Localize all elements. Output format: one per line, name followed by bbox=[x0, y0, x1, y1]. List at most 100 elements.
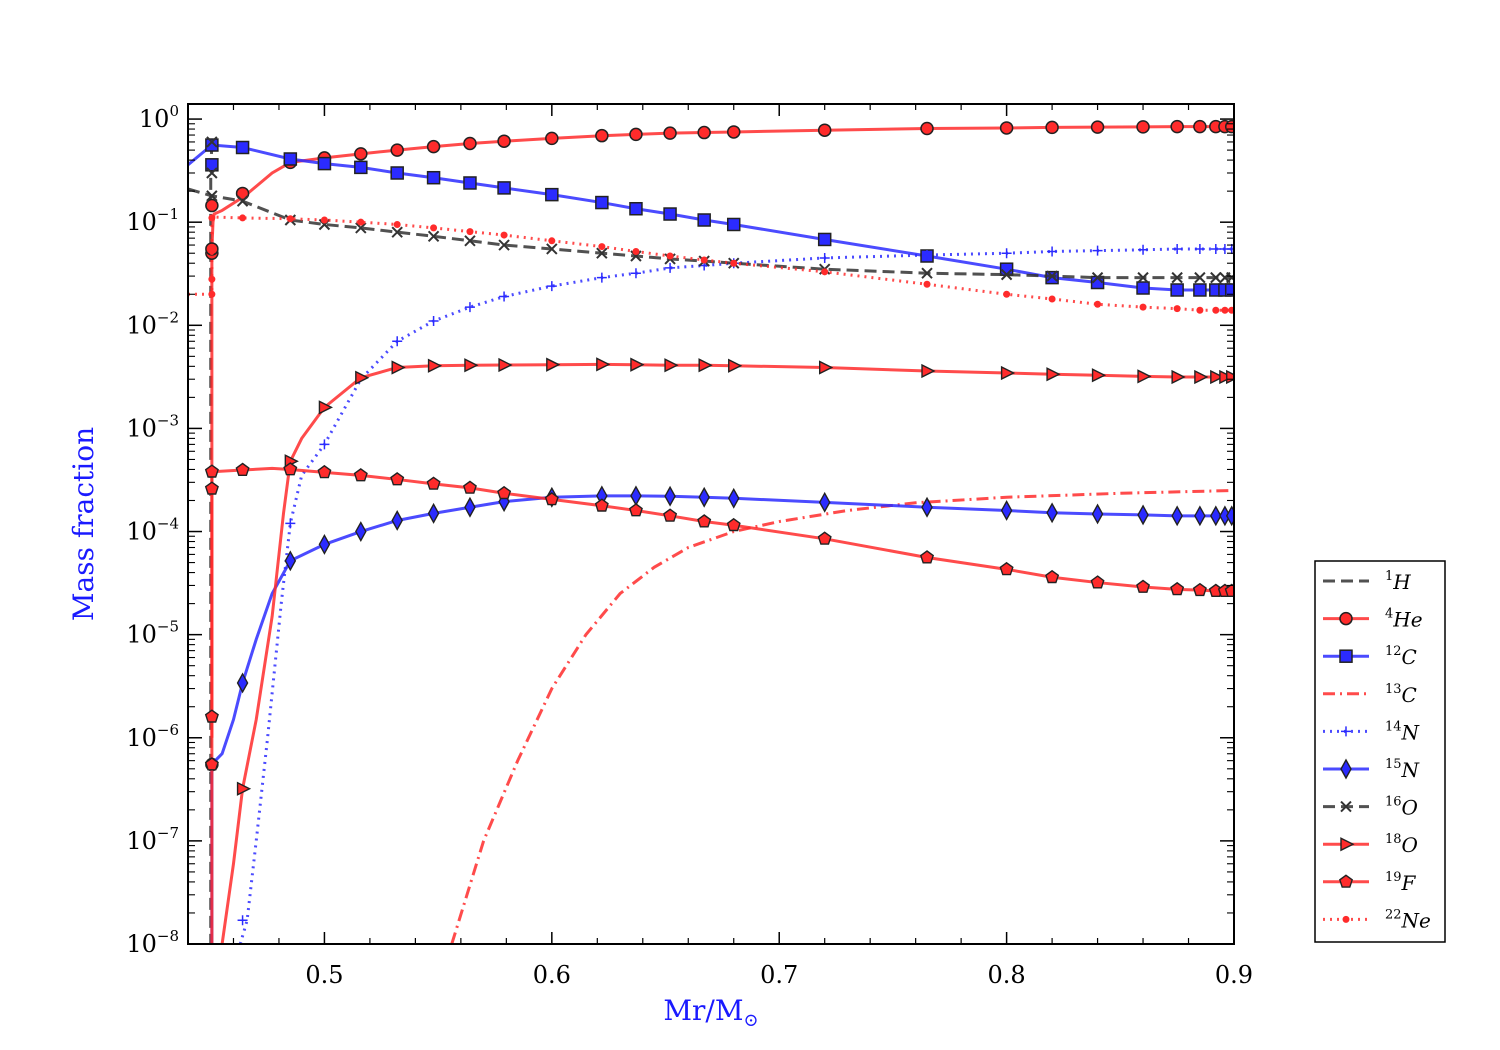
series-16-o-point bbox=[546, 243, 558, 255]
series-18-o-point bbox=[698, 358, 713, 373]
series-16-o-point bbox=[1194, 271, 1206, 284]
series-22-ne-point bbox=[239, 214, 247, 222]
legend-mass-number: 15 bbox=[1385, 757, 1402, 772]
series-12-c-point bbox=[426, 170, 441, 185]
series-14-n-point bbox=[922, 250, 933, 261]
series-14-n-point bbox=[1226, 243, 1234, 254]
series-13-c bbox=[450, 489, 1234, 944]
y-tick-base: 10 bbox=[126, 621, 157, 649]
series-19-f-point bbox=[235, 462, 250, 476]
series-16-o-point bbox=[1046, 270, 1058, 282]
legend-element: O bbox=[1402, 796, 1418, 820]
series-12-c-point bbox=[1193, 283, 1207, 297]
series-18-o-point bbox=[1210, 369, 1225, 385]
series-14-n-point bbox=[1210, 243, 1221, 254]
series-15-n-point bbox=[818, 491, 831, 513]
legend-22-ne: 22Ne bbox=[1323, 907, 1431, 932]
series-18-o-point bbox=[596, 357, 611, 372]
series-15-n bbox=[210, 485, 1234, 944]
x-tick-label: 0.8 bbox=[988, 961, 1026, 989]
series-18-o-point bbox=[728, 358, 743, 373]
series-4-he-point bbox=[629, 127, 643, 142]
series-12-c-point bbox=[497, 181, 511, 195]
series-18-o bbox=[220, 357, 1234, 944]
legend-16-o: 16O bbox=[1323, 795, 1418, 820]
series-4-he-point bbox=[1224, 119, 1234, 134]
legend-element: N bbox=[1401, 758, 1421, 782]
legend-13-c: 13C bbox=[1323, 682, 1417, 707]
series-15-n-line bbox=[210, 494, 1232, 944]
series-14-n-point bbox=[596, 272, 607, 283]
series-4-he-point bbox=[1170, 119, 1184, 134]
series-18-o-point bbox=[1000, 365, 1016, 381]
series-22-ne-point bbox=[1139, 303, 1147, 311]
series-19-f-point bbox=[353, 468, 368, 482]
x-tick-label: 0.9 bbox=[1215, 961, 1253, 989]
series-15-n-point bbox=[1171, 505, 1183, 527]
series-22-ne-point bbox=[598, 243, 606, 251]
series-12-c-point bbox=[235, 140, 250, 155]
series-19-f-point bbox=[1136, 579, 1151, 593]
series-16-o-point bbox=[1226, 271, 1234, 284]
series-15-n-point bbox=[236, 672, 249, 694]
series-19-f-point bbox=[1045, 569, 1060, 584]
series-22-ne bbox=[188, 214, 1234, 314]
series-22-ne-point bbox=[357, 218, 365, 226]
series-19-f-line bbox=[210, 466, 1232, 944]
series-22-ne-point bbox=[1221, 306, 1229, 314]
series-4-he-point bbox=[545, 131, 559, 146]
y-axis-title: Mass fraction bbox=[67, 427, 100, 621]
legend-marker bbox=[1340, 758, 1352, 780]
series-14-n-point bbox=[319, 439, 330, 450]
legend-element: Ne bbox=[1401, 908, 1431, 932]
series-18-o-point bbox=[1194, 369, 1209, 385]
series-16-o-point bbox=[1000, 268, 1013, 281]
series-14-n-point bbox=[428, 316, 439, 327]
series-19-f-point bbox=[1224, 583, 1234, 597]
series-22-ne-point bbox=[1173, 305, 1181, 313]
series-18-o-point bbox=[427, 358, 443, 373]
series-16-o-point bbox=[498, 239, 510, 251]
series-4-he bbox=[205, 119, 1234, 772]
legend-label: 15N bbox=[1385, 757, 1421, 782]
series-16-o-line bbox=[188, 187, 1232, 280]
y-tick-base: 10 bbox=[126, 827, 157, 855]
series-22-ne-point bbox=[208, 214, 216, 222]
y-tick-base: 10 bbox=[126, 208, 157, 236]
series-12-c-point bbox=[463, 176, 477, 190]
y-tick-exp: −7 bbox=[157, 824, 179, 842]
series-22-ne-point bbox=[286, 215, 294, 223]
series-19-f-point bbox=[628, 503, 643, 517]
series-14-n-line bbox=[238, 247, 1232, 944]
series-16-o-point bbox=[630, 250, 642, 262]
series-19-f-point bbox=[317, 464, 332, 479]
series-15-n-point bbox=[727, 487, 740, 509]
series-4-he-point bbox=[235, 186, 250, 201]
series-16-o-point bbox=[596, 247, 608, 259]
legend-mass-number: 18 bbox=[1385, 832, 1402, 847]
y-tick-exp: −1 bbox=[157, 205, 179, 223]
series-4-he-point bbox=[999, 121, 1014, 135]
series-22-ne-point bbox=[1196, 306, 1204, 314]
legend-marker bbox=[1341, 726, 1351, 737]
x-tick-label: 0.7 bbox=[760, 961, 798, 989]
series-19-f-point bbox=[426, 476, 441, 490]
series-19-f-point bbox=[817, 531, 832, 545]
legend-12-c: 12C bbox=[1323, 644, 1417, 669]
y-tick-exp: 0 bbox=[169, 102, 179, 120]
series-14-n-point bbox=[285, 518, 296, 529]
series-14-n-point bbox=[819, 252, 830, 263]
y-tick-exp: −2 bbox=[157, 308, 179, 326]
series-14-n-point bbox=[392, 336, 403, 347]
series-22-ne-point bbox=[393, 220, 401, 228]
series-15-n-point bbox=[1194, 505, 1206, 527]
legend-label: 12C bbox=[1385, 644, 1417, 669]
legend-marker bbox=[1338, 874, 1354, 888]
y-tick-label: 10−5 bbox=[126, 618, 179, 649]
series-15-n-point bbox=[355, 521, 367, 542]
series-16-o-point bbox=[391, 226, 403, 238]
y-tick-exp: −8 bbox=[157, 927, 179, 945]
series-18-o-point bbox=[630, 357, 645, 372]
legend-mass-number: 16 bbox=[1385, 795, 1402, 810]
series-18-o-point bbox=[546, 357, 561, 372]
